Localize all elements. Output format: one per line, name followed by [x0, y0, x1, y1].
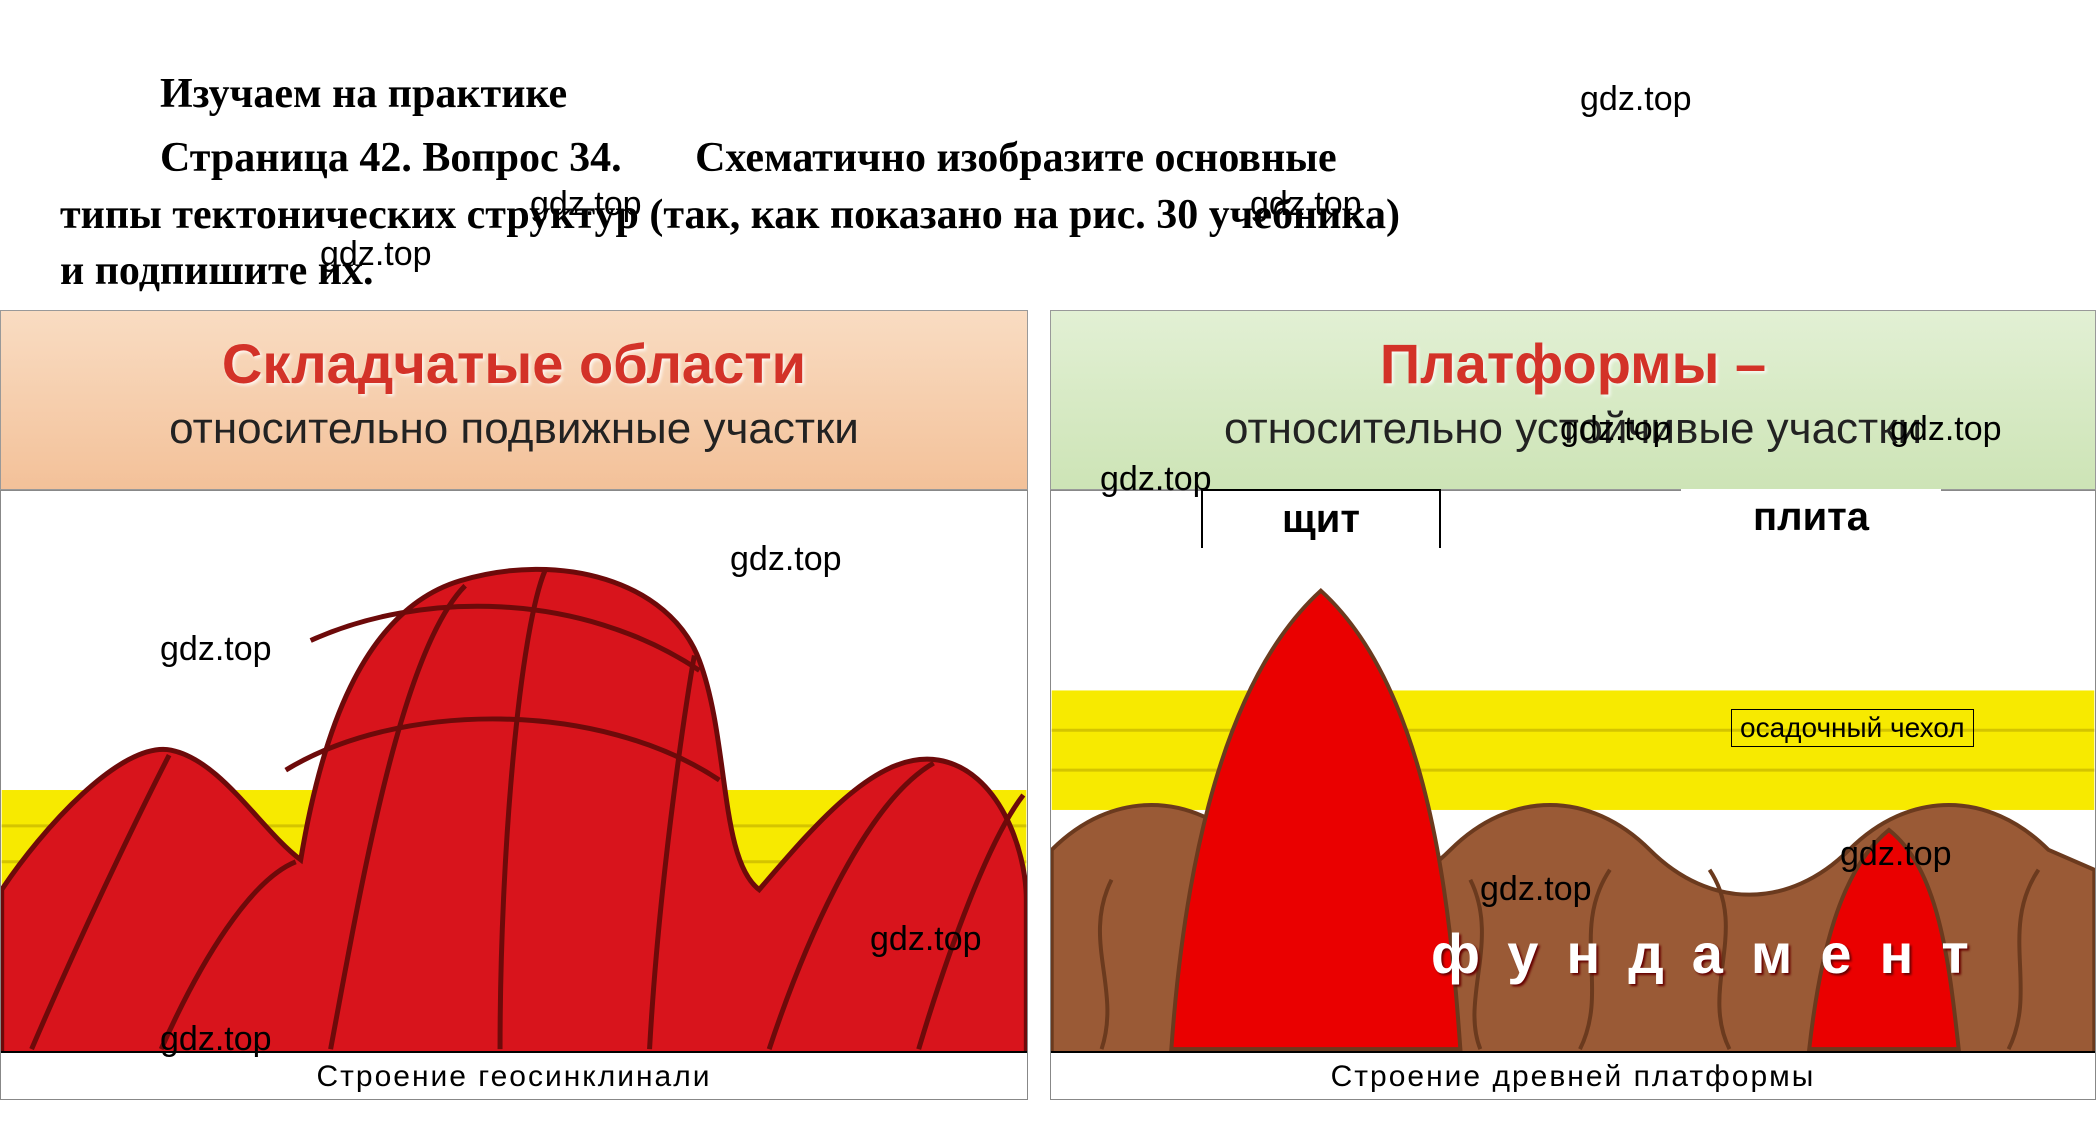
- folded-rock: [2, 569, 1027, 1099]
- right-title-suffix: –: [1719, 332, 1766, 395]
- right-caption: Строение древней платформы: [1051, 1051, 2095, 1099]
- question-line1: Схематично изобразите основные: [695, 135, 1337, 181]
- left-panel-title: Складчатые области: [1, 331, 1027, 396]
- plate-label: плита: [1681, 489, 1941, 546]
- left-panel-header: Складчатые области относительно подвижны…: [0, 310, 1028, 490]
- right-title-text: Платформы: [1380, 332, 1720, 395]
- left-panel: Складчатые области относительно подвижны…: [0, 310, 1028, 1148]
- section-heading: Изучаем на практике: [160, 70, 2036, 118]
- right-panel: Платформы – относительно устойчивые учас…: [1050, 310, 2096, 1148]
- right-panel-header: Платформы – относительно устойчивые учас…: [1050, 310, 2096, 490]
- platform-svg: [1051, 491, 2095, 1099]
- question-text: Страница 42. Вопрос 34. Схематично изобр…: [60, 130, 2036, 300]
- left-caption: Строение геосинклинали: [1, 1051, 1027, 1099]
- sediment-label: осадочный чехол: [1731, 709, 1974, 747]
- diagram-container: Складчатые области относительно подвижны…: [0, 310, 2096, 1148]
- foundation-label: фундамент: [1431, 921, 1997, 986]
- geosyncline-svg: [1, 491, 1027, 1099]
- question-block: Изучаем на практике Страница 42. Вопрос …: [60, 70, 2036, 300]
- question-line3: и подпишите их.: [60, 248, 373, 294]
- left-panel-subtitle: относительно подвижные участки: [1, 404, 1027, 454]
- shield-label: щит: [1201, 489, 1441, 548]
- right-panel-title: Платформы –: [1051, 331, 2095, 396]
- right-panel-body: щит плита осадочный чехол фундамент Стро…: [1050, 490, 2096, 1100]
- question-prefix: Страница 42. Вопрос 34.: [160, 135, 622, 181]
- left-panel-body: Строение геосинклинали: [0, 490, 1028, 1100]
- right-panel-subtitle: относительно устойчивые участки: [1051, 404, 2095, 454]
- question-line2: типы тектонических структур (так, как по…: [60, 192, 1400, 238]
